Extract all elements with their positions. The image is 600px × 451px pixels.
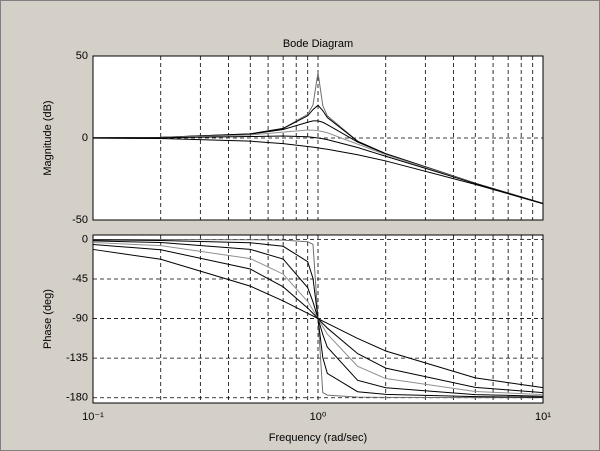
series-line — [92, 135, 544, 205]
y-tick-label: -90 — [72, 312, 88, 324]
x-tick-label: 10¹ — [535, 411, 551, 423]
y-tick-label: -180 — [66, 392, 88, 404]
y-axis-label: Magnitude (dB) — [42, 100, 54, 175]
x-tick-label: 10⁻¹ — [82, 411, 104, 423]
y-tick-label: 0 — [82, 132, 88, 144]
chart-title: Bode Diagram — [283, 38, 353, 50]
y-tick-label: 0 — [82, 233, 88, 245]
y-tick-label: 50 — [76, 50, 88, 62]
y-tick-label: -50 — [72, 214, 88, 226]
series-line — [92, 129, 544, 204]
series-line — [92, 248, 544, 389]
y-tick-label: -135 — [66, 352, 88, 364]
axes-box — [92, 234, 544, 404]
series-line — [92, 137, 544, 205]
y-tick-label: -45 — [72, 273, 88, 285]
series-line — [92, 120, 544, 204]
x-axis-label: Frequency (rad/sec) — [269, 432, 367, 444]
y-axis-label: Phase (deg) — [42, 289, 54, 349]
axes-box — [92, 55, 544, 221]
x-tick-label: 10⁰ — [310, 411, 327, 423]
